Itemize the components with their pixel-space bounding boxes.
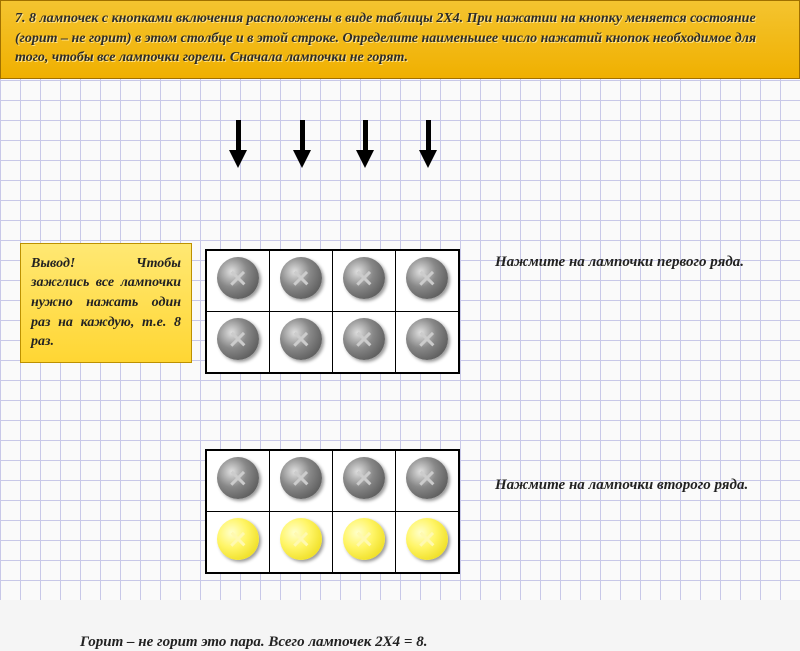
arrow-down-stem <box>236 120 241 150</box>
lamp-off-icon <box>406 318 448 360</box>
lamp-off-icon <box>406 457 448 499</box>
lamp-on-icon <box>217 518 259 560</box>
lamp-cell[interactable] <box>396 511 460 573</box>
lamp-off-icon <box>217 318 259 360</box>
lamp-off-icon <box>280 318 322 360</box>
lamp-off-icon <box>217 457 259 499</box>
lamp-cell[interactable] <box>206 250 270 312</box>
lamp-cell[interactable] <box>333 450 396 512</box>
lamp-off-icon <box>343 318 385 360</box>
caption-row2: Нажмите на лампочки второго ряда. <box>495 477 748 494</box>
lamp-cell[interactable] <box>333 311 396 373</box>
arrow-down-stem <box>426 120 431 150</box>
arrow-down-icon <box>293 150 311 168</box>
lamp-on-icon <box>406 518 448 560</box>
caption-row1: Нажмите на лампочки первого ряда. <box>495 254 744 271</box>
lamp-on-icon <box>343 518 385 560</box>
lamp-off-icon <box>280 457 322 499</box>
lamp-off-icon <box>406 257 448 299</box>
bottom-summary: Горит – не горит это пара. Всего лампоче… <box>80 634 427 651</box>
lamp-off-icon <box>217 257 259 299</box>
lamp-cell[interactable] <box>206 311 270 373</box>
lamp-cell[interactable] <box>396 450 460 512</box>
arrow-down-stem <box>363 120 368 150</box>
arrow-down-icon <box>229 150 247 168</box>
problem-header: 7. 8 лампочек с кнопками включения распо… <box>0 0 800 79</box>
conclusion-box: Вывод! Чтобы зажглись все лампочки нужно… <box>20 243 192 363</box>
lamp-cell[interactable] <box>206 450 270 512</box>
arrow-down-icon <box>419 150 437 168</box>
arrow-down-icon <box>356 150 374 168</box>
lamp-on-icon <box>280 518 322 560</box>
lamp-cell[interactable] <box>396 311 460 373</box>
lamp-table-1 <box>205 249 460 374</box>
arrow-down-stem <box>300 120 305 150</box>
lamp-cell[interactable] <box>206 511 270 573</box>
lamp-cell[interactable] <box>270 511 333 573</box>
lamp-cell[interactable] <box>333 250 396 312</box>
lamp-off-icon <box>280 257 322 299</box>
lamp-cell[interactable] <box>333 511 396 573</box>
lamp-table-2 <box>205 449 460 574</box>
lamp-off-icon <box>343 457 385 499</box>
lamp-cell[interactable] <box>270 450 333 512</box>
lamp-cell[interactable] <box>270 250 333 312</box>
lamp-cell[interactable] <box>396 250 460 312</box>
lamp-cell[interactable] <box>270 311 333 373</box>
lamp-off-icon <box>343 257 385 299</box>
